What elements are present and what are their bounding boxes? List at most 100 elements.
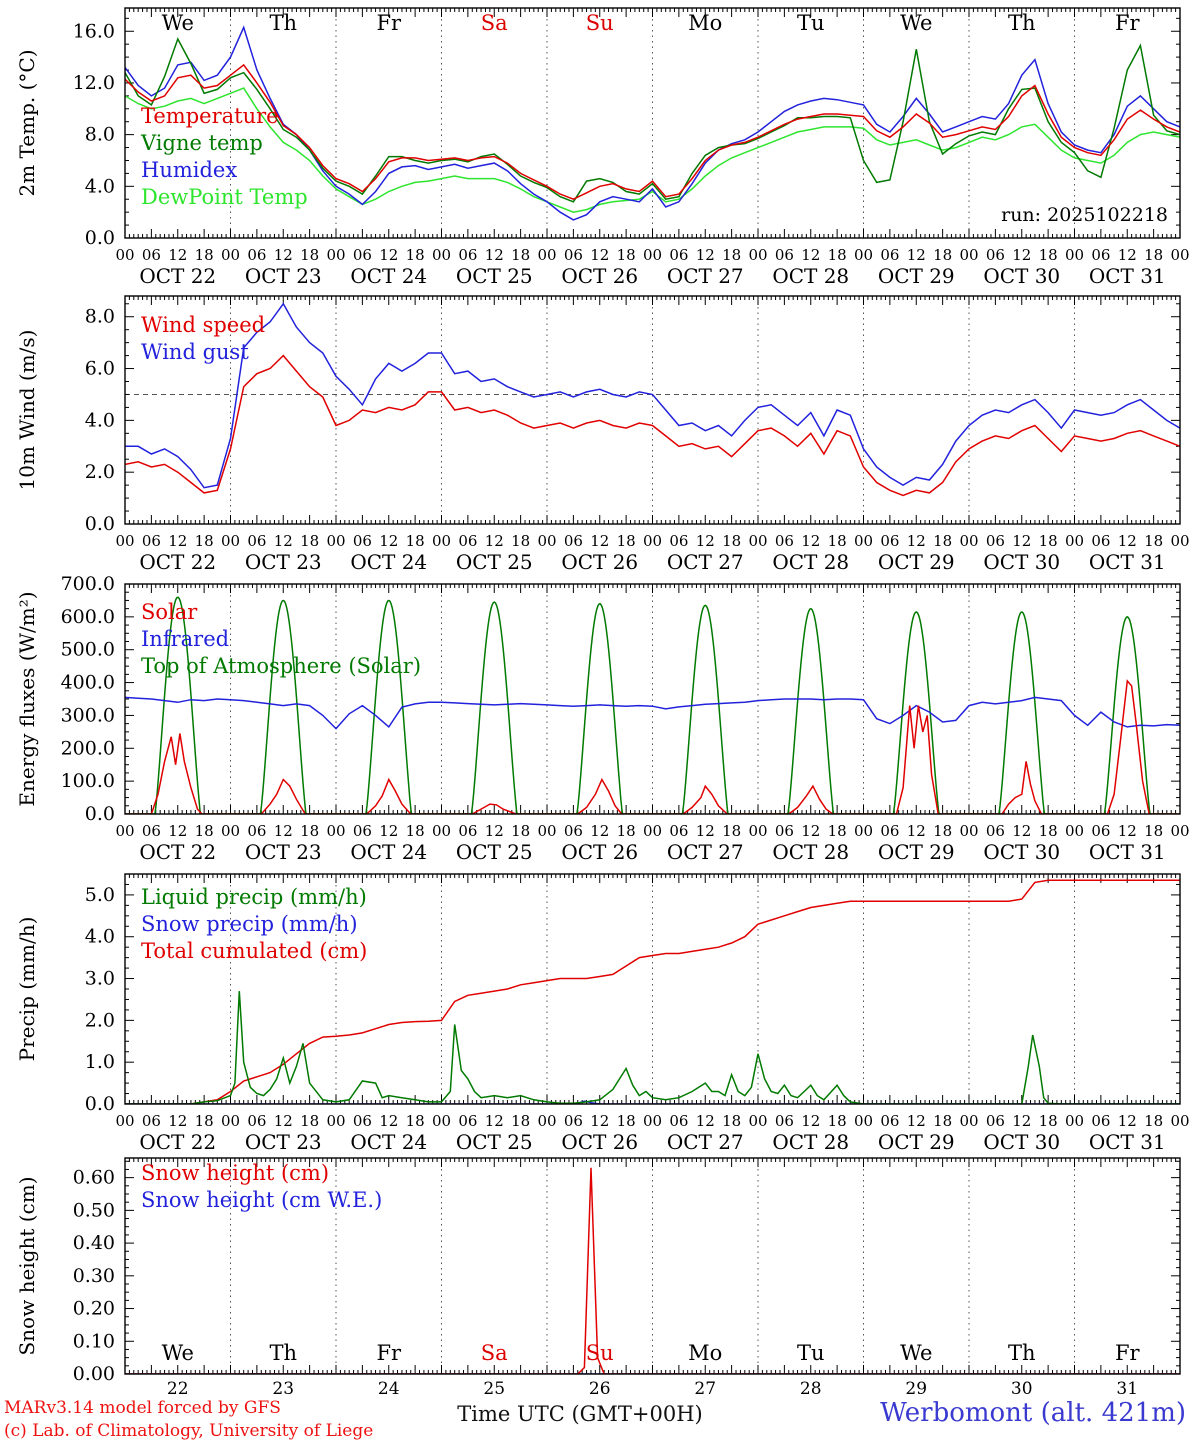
svg-text:00: 00: [221, 822, 240, 840]
svg-text:22: 22: [167, 1379, 189, 1399]
svg-text:18: 18: [1039, 1112, 1058, 1130]
svg-text:06: 06: [775, 532, 794, 550]
svg-text:18: 18: [195, 1112, 214, 1130]
svg-text:18: 18: [1144, 1112, 1163, 1130]
series-line: [125, 1167, 1180, 1374]
svg-text:00: 00: [1170, 532, 1189, 550]
svg-text:OCT 22: OCT 22: [139, 550, 216, 574]
svg-text:06: 06: [880, 246, 899, 264]
svg-text:Fr: Fr: [1115, 1341, 1141, 1365]
svg-text:00: 00: [537, 1112, 556, 1130]
wind-panel: 0.0 2.0 4.0 6.0 8.0 Wind speed Wind gust 10m Wi…: [15, 295, 1190, 574]
svg-text:06: 06: [669, 246, 688, 264]
svg-text:00: 00: [959, 532, 978, 550]
svg-text:12: 12: [168, 246, 187, 264]
svg-text:OCT 28: OCT 28: [772, 264, 849, 288]
svg-text:12: 12: [379, 1112, 398, 1130]
svg-text:24: 24: [378, 1379, 400, 1399]
svg-text:12.0: 12.0: [73, 72, 115, 94]
svg-text:0.50: 0.50: [73, 1199, 115, 1221]
svg-text:00: 00: [959, 822, 978, 840]
svg-text:Precip (mm/h): Precip (mm/h): [15, 917, 39, 1062]
svg-text:06: 06: [247, 532, 266, 550]
svg-text:12: 12: [1012, 532, 1031, 550]
svg-text:18: 18: [933, 1112, 952, 1130]
svg-text:5.0: 5.0: [85, 884, 115, 906]
svg-text:12: 12: [274, 246, 293, 264]
svg-text:12: 12: [485, 822, 504, 840]
svg-text:Wind gust: Wind gust: [141, 340, 249, 364]
svg-text:00: 00: [1065, 246, 1084, 264]
svg-text:00: 00: [432, 532, 451, 550]
svg-text:18: 18: [1039, 246, 1058, 264]
svg-text:12: 12: [379, 246, 398, 264]
svg-text:12: 12: [590, 1112, 609, 1130]
svg-text:Sa: Sa: [481, 1341, 508, 1365]
svg-text:4.0: 4.0: [85, 409, 115, 431]
svg-text:12: 12: [485, 246, 504, 264]
svg-text:28: 28: [800, 1379, 822, 1399]
svg-text:12: 12: [379, 532, 398, 550]
svg-text:We: We: [162, 11, 194, 35]
svg-text:06: 06: [669, 822, 688, 840]
svg-text:OCT 30: OCT 30: [983, 264, 1060, 288]
svg-text:8.0: 8.0: [85, 124, 115, 146]
svg-text:00: 00: [1065, 1112, 1084, 1130]
svg-text:500.0: 500.0: [61, 639, 115, 661]
series-line: [125, 63, 1180, 201]
svg-text:00: 00: [537, 822, 556, 840]
svg-text:12: 12: [485, 532, 504, 550]
svg-text:00: 00: [959, 1112, 978, 1130]
svg-text:12: 12: [379, 822, 398, 840]
svg-text:06: 06: [353, 246, 372, 264]
svg-text:12: 12: [590, 822, 609, 840]
svg-text:Fr: Fr: [376, 11, 402, 35]
svg-text:OCT 26: OCT 26: [561, 264, 638, 288]
svg-text:4.0: 4.0: [85, 175, 115, 197]
svg-text:00: 00: [326, 246, 345, 264]
svg-text:00: 00: [854, 822, 873, 840]
svg-text:Fr: Fr: [1115, 11, 1141, 35]
svg-text:12: 12: [696, 1112, 715, 1130]
svg-text:00: 00: [432, 246, 451, 264]
svg-text:400.0: 400.0: [61, 672, 115, 694]
svg-text:06: 06: [564, 246, 583, 264]
svg-text:Solar: Solar: [141, 600, 198, 624]
time-axis-label: Time UTC (GMT+00H): [457, 1402, 703, 1426]
svg-text:Infrared: Infrared: [141, 627, 229, 651]
svg-text:00: 00: [115, 246, 134, 264]
svg-text:OCT 22: OCT 22: [139, 1130, 216, 1154]
svg-text:18: 18: [1039, 532, 1058, 550]
svg-text:18: 18: [406, 822, 425, 840]
svg-text:0.0: 0.0: [85, 1093, 115, 1115]
svg-text:18: 18: [828, 532, 847, 550]
svg-text:We: We: [162, 1341, 194, 1365]
svg-text:0.20: 0.20: [73, 1298, 115, 1320]
svg-text:00: 00: [221, 246, 240, 264]
svg-text:18: 18: [511, 246, 530, 264]
svg-text:Th: Th: [269, 1341, 297, 1365]
svg-text:12: 12: [274, 822, 293, 840]
svg-text:18: 18: [300, 532, 319, 550]
svg-text:12: 12: [168, 822, 187, 840]
svg-text:18: 18: [617, 1112, 636, 1130]
svg-text:18: 18: [617, 532, 636, 550]
svg-text:4.0: 4.0: [85, 926, 115, 948]
svg-text:06: 06: [142, 532, 161, 550]
svg-text:18: 18: [406, 532, 425, 550]
svg-text:06: 06: [986, 1112, 1005, 1130]
svg-text:06: 06: [353, 822, 372, 840]
svg-text:12: 12: [1012, 1112, 1031, 1130]
svg-text:0.60: 0.60: [73, 1167, 115, 1189]
svg-text:18: 18: [300, 246, 319, 264]
series-line: [125, 679, 1180, 814]
series-line: [125, 354, 1180, 497]
svg-text:OCT 23: OCT 23: [245, 840, 322, 864]
svg-text:12: 12: [801, 1112, 820, 1130]
svg-text:06: 06: [1091, 1112, 1110, 1130]
svg-text:12: 12: [801, 246, 820, 264]
svg-text:OCT 31: OCT 31: [1089, 550, 1166, 574]
svg-text:OCT 31: OCT 31: [1089, 840, 1166, 864]
svg-text:12: 12: [485, 1112, 504, 1130]
